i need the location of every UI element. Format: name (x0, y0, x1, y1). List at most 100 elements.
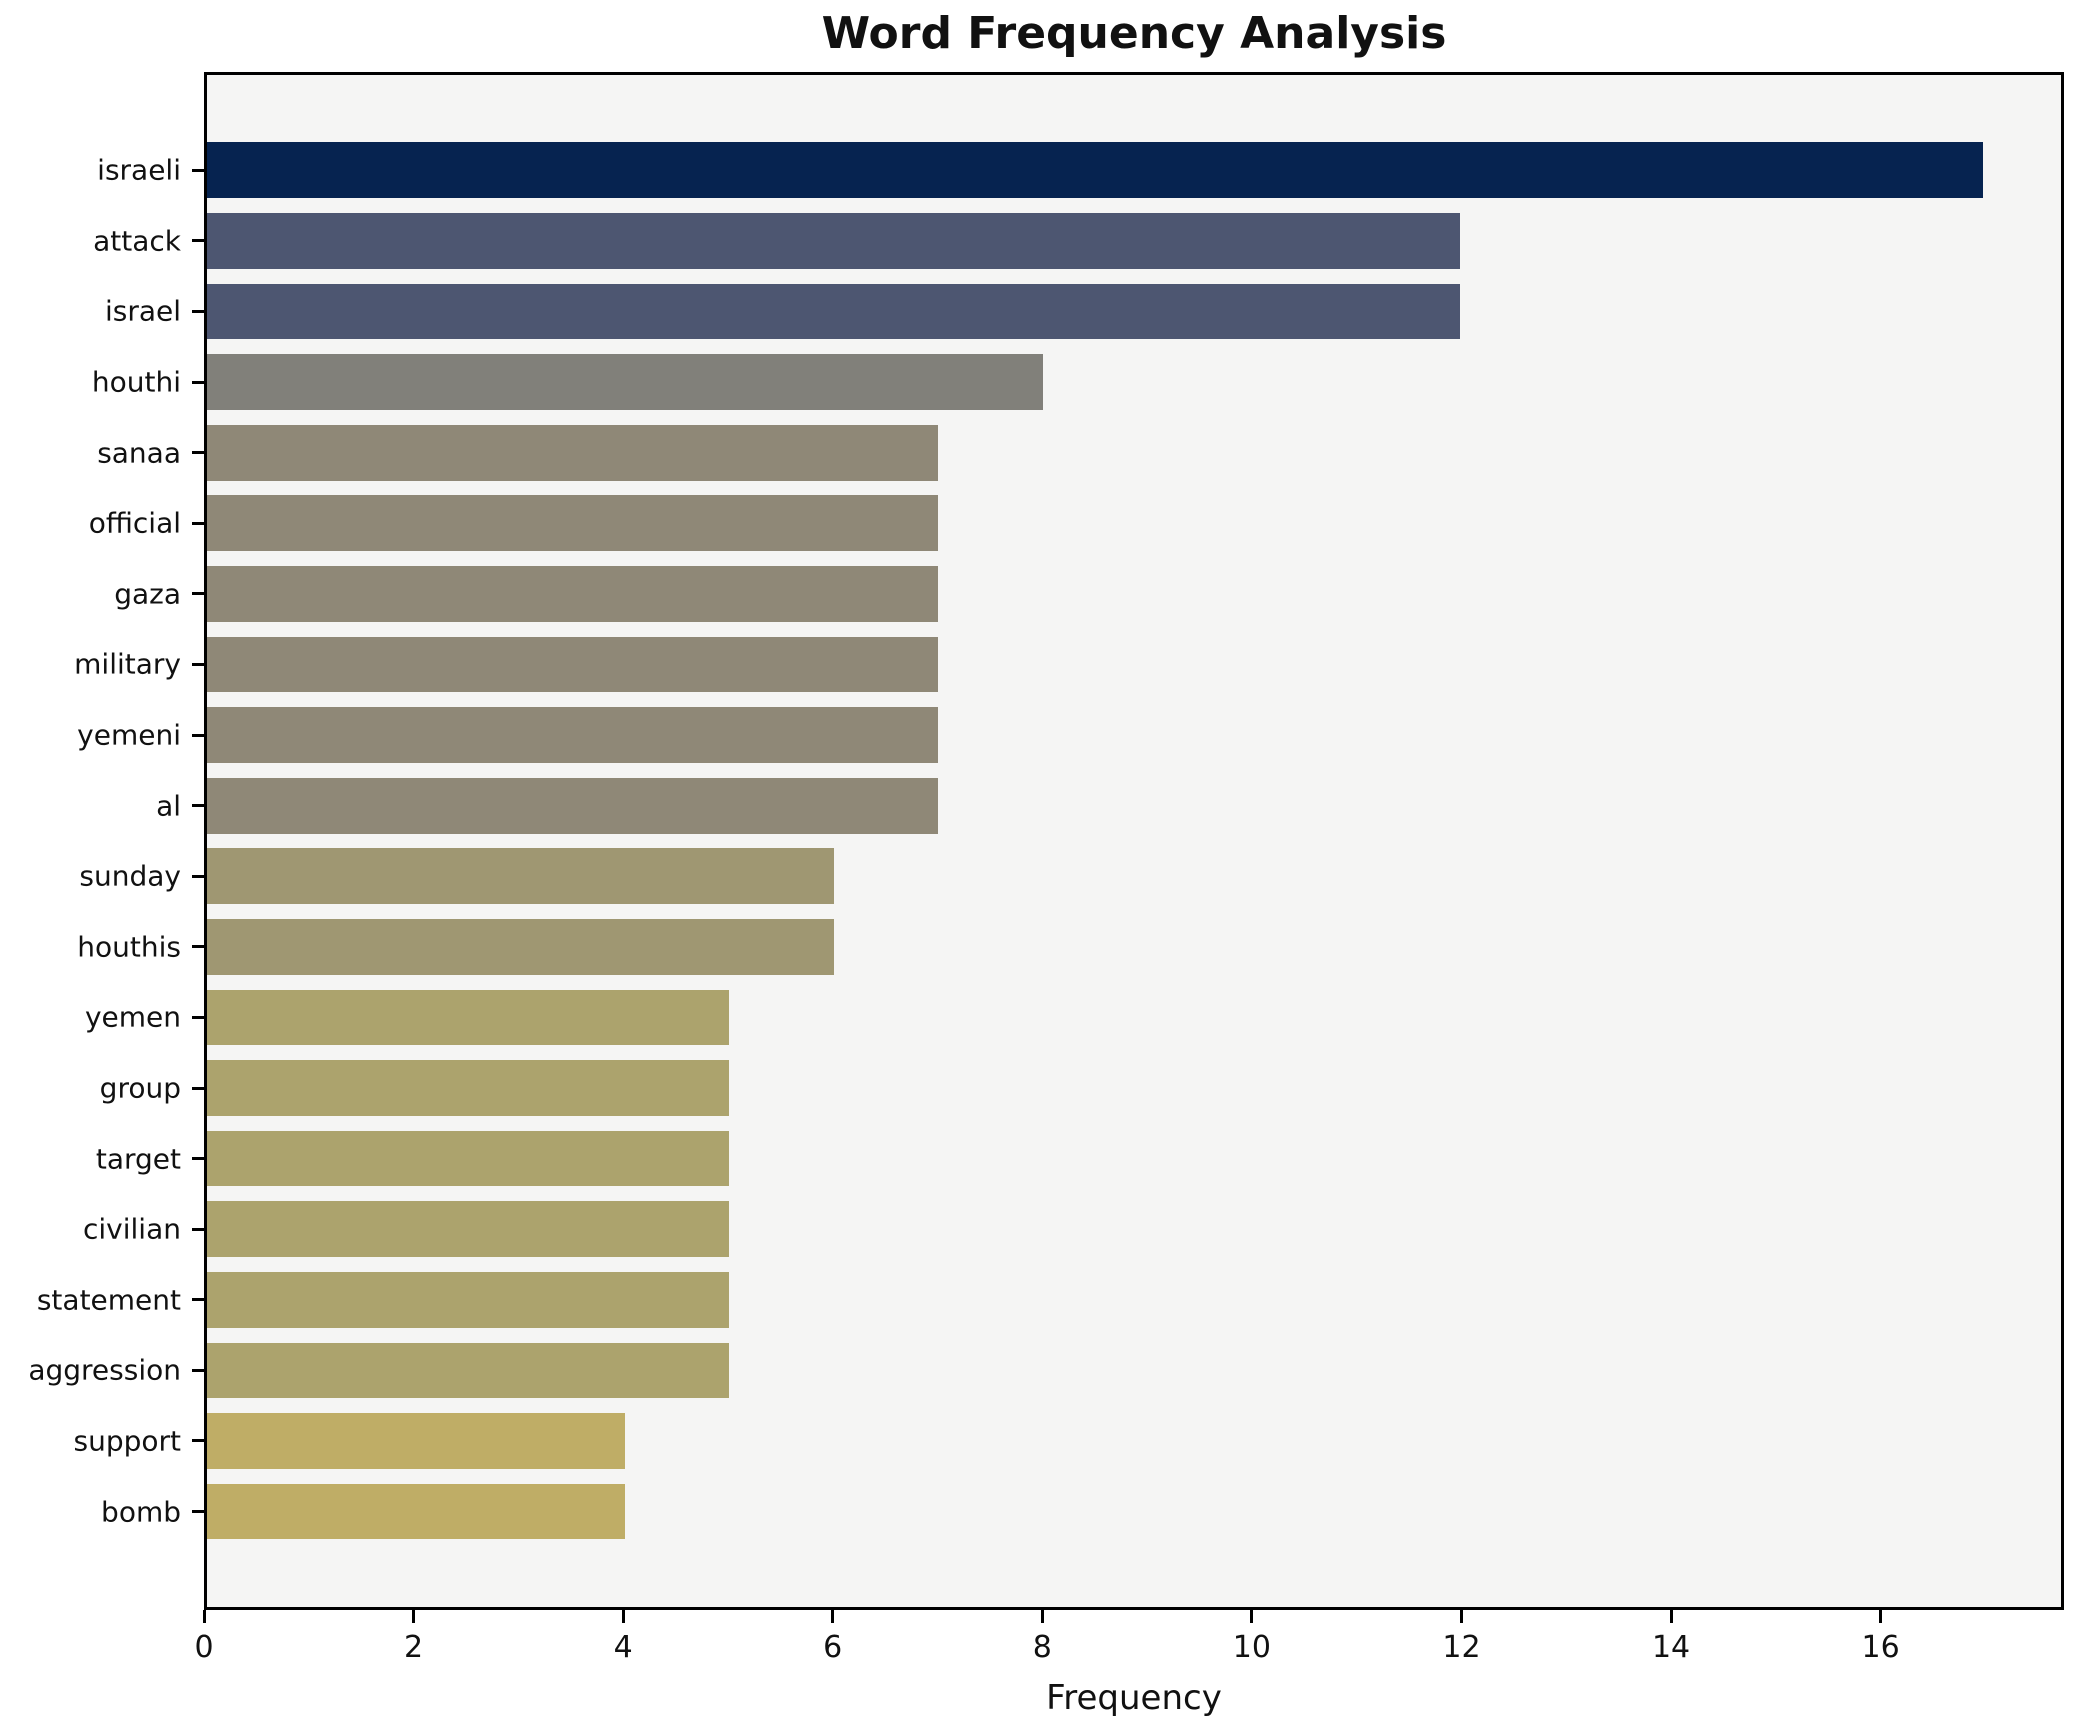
x-tick-label: 14 (1651, 1630, 1691, 1665)
y-tick-mark (192, 733, 204, 737)
bars-container: israeli attack israel houthi sanaa official ga… (28, 135, 2061, 1547)
x-tick-label: 2 (404, 1630, 424, 1665)
bar-row: sanaa (97, 417, 2061, 488)
frequency-bar (207, 495, 939, 552)
bar-row: attack (93, 206, 2061, 277)
y-tick-mark (192, 239, 204, 243)
frequency-bar (207, 1483, 625, 1540)
y-axis-category-label: group (99, 1071, 181, 1105)
x-tick-mark (1459, 1610, 1463, 1623)
x-tick-mark (831, 1610, 835, 1623)
y-tick-mark (192, 1227, 204, 1231)
frequency-bar (207, 1413, 625, 1469)
bar-row: support (73, 1406, 2061, 1477)
y-axis-category-label: yemeni (77, 718, 181, 752)
bar-row: yemen (85, 982, 2061, 1053)
plot-area: israeli attack israel houthi sanaa official ga… (28, 72, 2064, 1610)
y-tick-mark (192, 451, 204, 455)
y-tick-mark (192, 1157, 204, 1161)
bar-row: official (89, 488, 2061, 559)
x-tick-mark (1879, 1610, 1883, 1623)
y-tick-mark (192, 168, 204, 172)
frequency-bar (207, 777, 939, 834)
y-tick-mark (192, 1298, 204, 1302)
y-tick-mark (192, 1086, 204, 1090)
y-tick-mark (192, 1439, 204, 1443)
bar-row: bomb (101, 1476, 2061, 1547)
bar-row: israeli (97, 135, 2061, 206)
y-tick-mark (192, 380, 204, 384)
frequency-bar (207, 283, 1461, 340)
x-tick-label: 4 (613, 1630, 633, 1665)
bar-row: military (74, 629, 2061, 700)
bar-row: houthis (77, 912, 2061, 983)
bar-row: sunday (79, 841, 2061, 912)
frequency-bar (207, 565, 939, 622)
frequency-bar (207, 1271, 730, 1328)
x-tick-label: 12 (1442, 1630, 1481, 1665)
frequency-bar (207, 424, 939, 481)
bar-row: houthi (92, 347, 2061, 418)
y-axis-category-label: aggression (28, 1353, 181, 1387)
x-tick-label: 10 (1232, 1630, 1271, 1665)
y-tick-mark (192, 1510, 204, 1514)
x-tick-label: 8 (1032, 1630, 1052, 1665)
x-tick-mark (202, 1610, 206, 1623)
x-tick-label: 6 (823, 1630, 843, 1665)
x-tick-mark (1669, 1610, 1673, 1623)
x-tick-mark (1040, 1610, 1044, 1623)
y-axis-category-label: gaza (114, 577, 181, 611)
y-axis-category-label: al (156, 789, 181, 823)
x-tick-mark (1250, 1610, 1254, 1623)
y-axis-category-label: houthis (77, 930, 181, 964)
y-axis-category-label: houthi (91, 365, 181, 399)
bar-row: al (156, 770, 2061, 841)
frequency-bar (207, 354, 1043, 410)
y-axis-category-label: military (74, 647, 181, 681)
frequency-bar (207, 707, 939, 763)
bar-row: group (100, 1053, 2061, 1124)
x-axis: 0 2 4 6 8 10 12 14 16 (194, 1610, 2064, 1690)
frequency-bar (207, 142, 1983, 199)
x-tick-mark (412, 1610, 416, 1623)
frequency-bar (207, 1060, 730, 1116)
y-axis-category-label: civilian (83, 1212, 181, 1246)
y-tick-mark (192, 521, 204, 525)
frequency-bar (207, 1130, 730, 1187)
y-tick-mark (192, 945, 204, 949)
y-axis-category-label: sanaa (97, 436, 181, 470)
y-axis-category-label: israel (104, 294, 181, 328)
bar-row: gaza (114, 559, 2061, 630)
frequency-bar (207, 848, 834, 905)
y-tick-mark (192, 662, 204, 666)
y-axis-category-label: yemen (84, 1000, 181, 1034)
bar-row: israel (105, 276, 2061, 347)
bar-row: civilian (83, 1194, 2061, 1265)
y-axis-category-label: statement (36, 1283, 181, 1317)
x-tick-label: 16 (1861, 1630, 1900, 1665)
bar-row: target (96, 1123, 2061, 1194)
y-tick-mark (192, 874, 204, 878)
y-tick-mark (192, 1015, 204, 1019)
frequency-bar (207, 1201, 730, 1258)
frequency-bar (207, 989, 730, 1046)
y-axis-category-label: attack (93, 224, 181, 258)
y-axis-category-label: official (88, 506, 181, 540)
chart-title: Word Frequency Analysis (821, 8, 1447, 59)
y-axis-category-label: support (73, 1424, 181, 1458)
y-axis-category-label: target (95, 1142, 181, 1176)
frequency-bar (207, 213, 1461, 269)
frequency-bar (207, 636, 939, 693)
y-tick-mark (192, 592, 204, 596)
x-axis-label: Frequency (1046, 1678, 1222, 1718)
y-axis-category-label: sunday (79, 859, 181, 893)
frequency-bar (207, 1342, 730, 1399)
y-tick-mark (192, 1368, 204, 1372)
bar-row: aggression (28, 1335, 2061, 1406)
y-tick-mark (192, 804, 204, 808)
x-tick-mark (621, 1610, 625, 1623)
frequency-bar (207, 918, 834, 975)
x-tick-label: 0 (194, 1630, 214, 1665)
bar-row: statement (37, 1265, 2061, 1336)
